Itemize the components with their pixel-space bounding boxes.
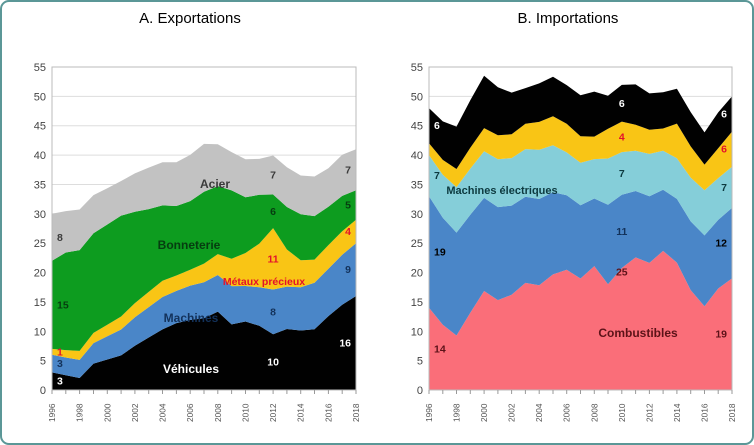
svg-text:2018: 2018 (351, 403, 361, 422)
svg-text:0: 0 (417, 385, 423, 397)
svg-text:45: 45 (411, 121, 423, 133)
svg-text:35: 35 (411, 180, 423, 192)
svg-text:7: 7 (434, 170, 440, 182)
svg-text:10: 10 (34, 326, 46, 338)
svg-text:2012: 2012 (644, 403, 654, 422)
svg-text:2006: 2006 (185, 403, 195, 422)
svg-text:Machines électriques: Machines électriques (446, 185, 557, 197)
svg-text:2012: 2012 (268, 403, 278, 422)
svg-text:3: 3 (57, 376, 63, 388)
svg-text:15: 15 (411, 297, 423, 309)
svg-text:30: 30 (411, 209, 423, 221)
svg-text:2014: 2014 (296, 403, 306, 422)
svg-text:40: 40 (34, 150, 46, 162)
svg-text:4: 4 (345, 226, 351, 238)
svg-text:3: 3 (57, 358, 63, 370)
svg-text:50: 50 (411, 91, 423, 103)
svg-text:0: 0 (40, 385, 46, 397)
svg-text:1996: 1996 (424, 403, 434, 422)
svg-text:2014: 2014 (672, 403, 682, 422)
svg-text:40: 40 (411, 150, 423, 162)
svg-text:8: 8 (57, 232, 63, 244)
svg-text:15: 15 (34, 297, 46, 309)
svg-text:35: 35 (34, 180, 46, 192)
svg-text:6: 6 (721, 109, 727, 121)
svg-text:25: 25 (34, 238, 46, 250)
svg-text:11: 11 (268, 253, 279, 265)
svg-text:11: 11 (616, 226, 627, 238)
svg-text:2000: 2000 (479, 403, 489, 422)
svg-text:55: 55 (34, 62, 46, 74)
svg-text:Machines: Machines (164, 311, 219, 325)
svg-text:2002: 2002 (507, 403, 517, 422)
svg-text:25: 25 (411, 238, 423, 250)
svg-text:5: 5 (40, 356, 46, 368)
svg-text:2010: 2010 (617, 403, 627, 422)
svg-text:55: 55 (411, 62, 423, 74)
svg-text:15: 15 (57, 299, 69, 311)
svg-text:Bonneterie: Bonneterie (158, 238, 221, 252)
svg-text:Métaux précieux: Métaux précieux (223, 276, 305, 288)
svg-text:12: 12 (715, 238, 727, 250)
svg-text:10: 10 (267, 357, 279, 369)
svg-text:6: 6 (434, 120, 440, 132)
svg-text:1: 1 (57, 346, 63, 358)
svg-text:6: 6 (619, 98, 625, 110)
svg-text:7: 7 (721, 182, 727, 194)
svg-text:2010: 2010 (241, 403, 251, 422)
svg-text:8: 8 (270, 306, 276, 318)
svg-text:2008: 2008 (589, 403, 599, 422)
svg-text:1998: 1998 (452, 403, 462, 422)
svg-text:7: 7 (619, 168, 625, 180)
svg-text:2002: 2002 (130, 403, 140, 422)
svg-text:7: 7 (345, 164, 351, 176)
svg-text:2018: 2018 (727, 403, 737, 422)
svg-text:5: 5 (417, 356, 423, 368)
svg-text:16: 16 (339, 338, 351, 350)
svg-text:1996: 1996 (47, 403, 57, 422)
svg-text:10: 10 (411, 326, 423, 338)
svg-text:9: 9 (345, 264, 351, 276)
svg-text:19: 19 (434, 247, 446, 259)
svg-text:2008: 2008 (213, 403, 223, 422)
svg-text:25: 25 (616, 267, 628, 279)
svg-text:4: 4 (619, 131, 625, 143)
svg-text:30: 30 (34, 209, 46, 221)
svg-text:20: 20 (34, 268, 46, 280)
svg-text:6: 6 (270, 206, 276, 218)
svg-text:2004: 2004 (158, 403, 168, 422)
svg-text:2016: 2016 (700, 403, 710, 422)
svg-text:Véhicules: Véhicules (163, 362, 219, 376)
svg-text:Combustibles: Combustibles (598, 326, 678, 340)
svg-text:6: 6 (721, 144, 727, 156)
svg-text:19: 19 (715, 329, 727, 341)
svg-text:50: 50 (34, 91, 46, 103)
svg-text:45: 45 (34, 121, 46, 133)
svg-text:2006: 2006 (562, 403, 572, 422)
svg-text:1998: 1998 (75, 403, 85, 422)
svg-text:Acier: Acier (200, 177, 230, 191)
svg-text:2004: 2004 (534, 403, 544, 422)
svg-text:2000: 2000 (102, 403, 112, 422)
svg-text:7: 7 (270, 170, 276, 182)
svg-text:2016: 2016 (323, 403, 333, 422)
svg-text:20: 20 (411, 268, 423, 280)
svg-text:14: 14 (434, 343, 446, 355)
svg-text:5: 5 (345, 200, 351, 212)
